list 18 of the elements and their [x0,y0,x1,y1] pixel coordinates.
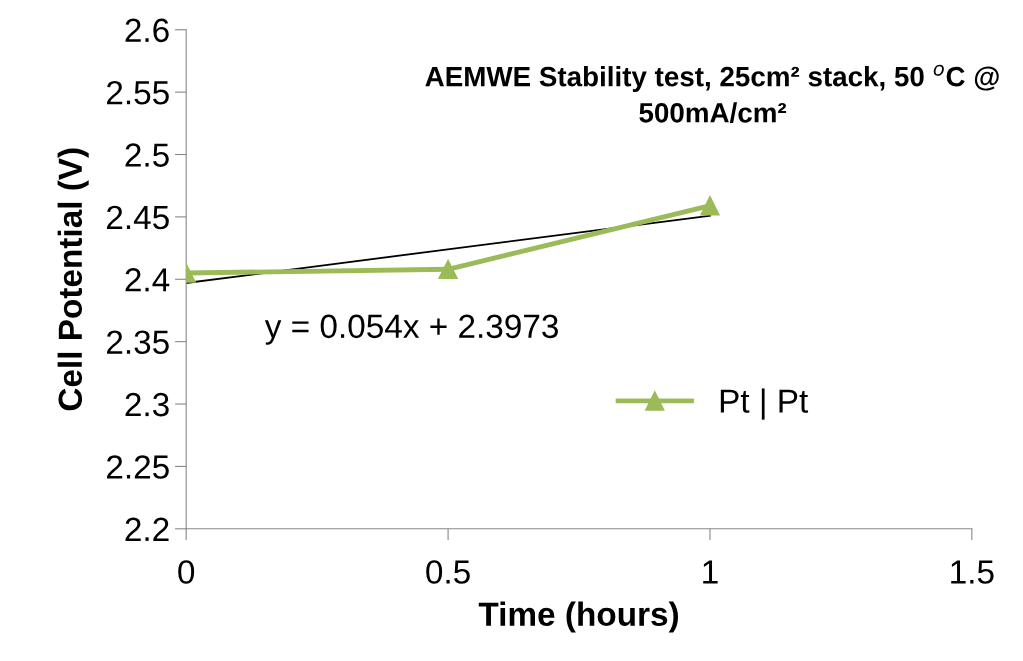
x-tick-label: 0 [178,560,195,584]
chart-title: AEMWE Stability test, 25cm² stack, 50 $^{o}$C @ 500mA/cm² [425,64,999,123]
y-tick-label: 2.6 [125,18,169,43]
y-axis-title: Cell Potential (V) [57,148,89,411]
y-tick-label: 2.5 [125,143,169,167]
y-tick-label: 2.35 [107,330,169,355]
x-tick-label: 0.5 [426,560,470,584]
y-tick-label: 2.2 [125,517,169,541]
y-tick-label: 2.45 [107,205,169,230]
x-tick-label: 1.5 [951,560,994,584]
x-tick-label: 1 [703,560,718,584]
annotation: y = 0.054x + 2.3973 [264,314,558,345]
y-tick-label: 2.3 [125,392,169,417]
x-axis-title: Time (hours) [478,601,678,633]
legend-label: Pt | Pt [720,388,809,420]
y-tick-label: 2.55 [107,80,169,105]
y-tick-label: 2.4 [125,268,170,292]
y-tick-label: 2.25 [107,455,169,479]
